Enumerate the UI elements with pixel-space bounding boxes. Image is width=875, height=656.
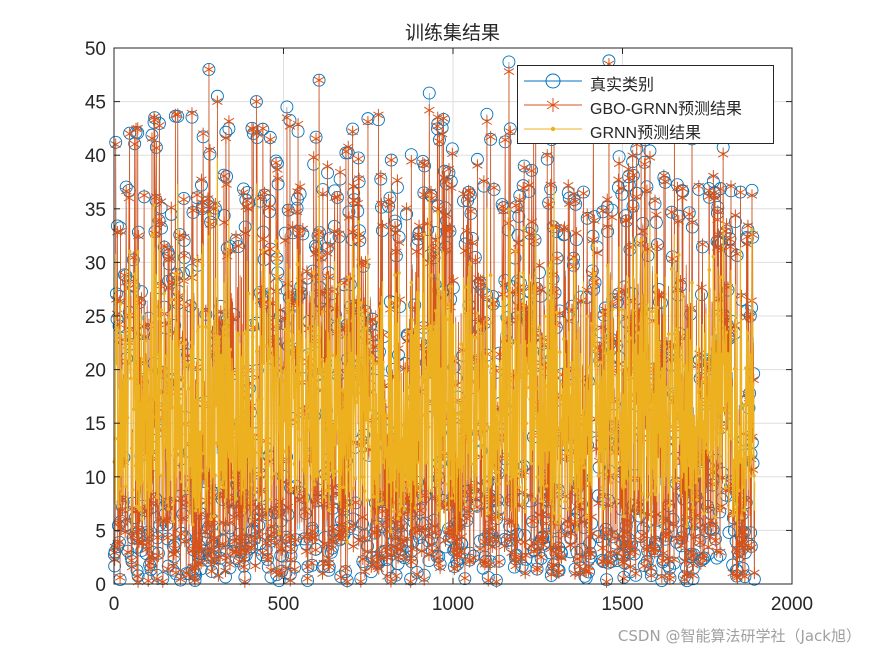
tick-labels: 0 500 1000 1500 2000 0 5 10 15 20 25 30 35 40 45 50 [85,39,813,615]
x-tick-label: 0 [109,594,120,615]
watermark: CSDN @智能算法研学社（Jack旭） [617,627,861,645]
y-tick-label: 20 [85,361,106,382]
axes-box [113,47,793,585]
chart-title: 训练集结果 [404,22,500,44]
legend-circle-marker-icon [524,73,582,89]
y-tick-label: 35 [85,200,106,221]
legend-item-true-class: 真实类别 [518,69,773,94]
y-tick-label: 45 [85,93,106,114]
x-tick-label: 1500 [601,594,643,615]
legend-item-grnn: GRNN预测结果 [518,117,773,142]
legend-dot-marker-icon [524,126,582,132]
y-tick-label: 10 [85,468,106,489]
x-tick-label: 500 [268,594,300,615]
y-tick-label: 30 [85,253,106,274]
legend-asterisk-marker-icon [524,98,582,112]
y-tick-label: 5 [95,521,106,542]
legend-label: GRNN预测结果 [590,125,702,142]
legend-label: 真实类别 [590,77,655,94]
series-layer [107,54,761,588]
y-tick-label: 40 [85,146,106,167]
y-tick-label: 15 [85,414,106,435]
x-tick-label: 1000 [432,594,474,615]
x-tick-label: 2000 [771,594,813,615]
series-grnn [112,157,756,546]
legend-label: GBO-GRNN预测结果 [590,101,743,118]
y-tick-label: 50 [85,39,106,60]
legend-item-gbo-grnn: GBO-GRNN预测结果 [518,93,773,118]
y-tick-label: 25 [85,307,106,328]
y-tick-label: 0 [95,575,106,596]
legend: 真实类别 GBO-GRNN预测结果 GRNN预测结果 [517,65,774,144]
